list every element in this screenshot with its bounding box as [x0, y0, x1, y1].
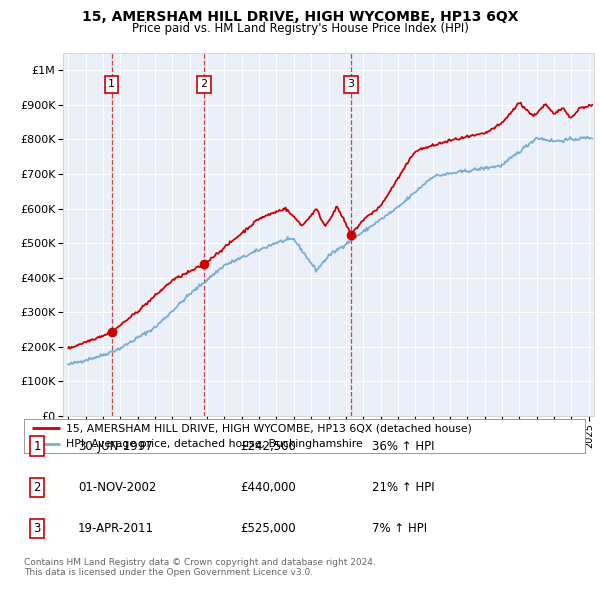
- Text: 3: 3: [34, 522, 41, 535]
- Text: 01-NOV-2002: 01-NOV-2002: [78, 481, 157, 494]
- Text: 2: 2: [34, 481, 41, 494]
- Text: 30-JUN-1997: 30-JUN-1997: [78, 440, 153, 453]
- Text: £525,000: £525,000: [240, 522, 296, 535]
- Text: £242,500: £242,500: [240, 440, 296, 453]
- Text: 1: 1: [108, 79, 115, 89]
- Text: 19-APR-2011: 19-APR-2011: [78, 522, 154, 535]
- Text: 2: 2: [200, 79, 208, 89]
- Text: 1: 1: [34, 440, 41, 453]
- Text: 3: 3: [347, 79, 355, 89]
- Text: Contains HM Land Registry data © Crown copyright and database right 2024.
This d: Contains HM Land Registry data © Crown c…: [24, 558, 376, 577]
- Text: 15, AMERSHAM HILL DRIVE, HIGH WYCOMBE, HP13 6QX: 15, AMERSHAM HILL DRIVE, HIGH WYCOMBE, H…: [82, 10, 518, 24]
- Text: HPI: Average price, detached house, Buckinghamshire: HPI: Average price, detached house, Buck…: [66, 439, 363, 449]
- Text: Price paid vs. HM Land Registry's House Price Index (HPI): Price paid vs. HM Land Registry's House …: [131, 22, 469, 35]
- Text: 7% ↑ HPI: 7% ↑ HPI: [372, 522, 427, 535]
- Text: 36% ↑ HPI: 36% ↑ HPI: [372, 440, 434, 453]
- Text: 15, AMERSHAM HILL DRIVE, HIGH WYCOMBE, HP13 6QX (detached house): 15, AMERSHAM HILL DRIVE, HIGH WYCOMBE, H…: [66, 423, 472, 433]
- Text: 21% ↑ HPI: 21% ↑ HPI: [372, 481, 434, 494]
- Text: £440,000: £440,000: [240, 481, 296, 494]
